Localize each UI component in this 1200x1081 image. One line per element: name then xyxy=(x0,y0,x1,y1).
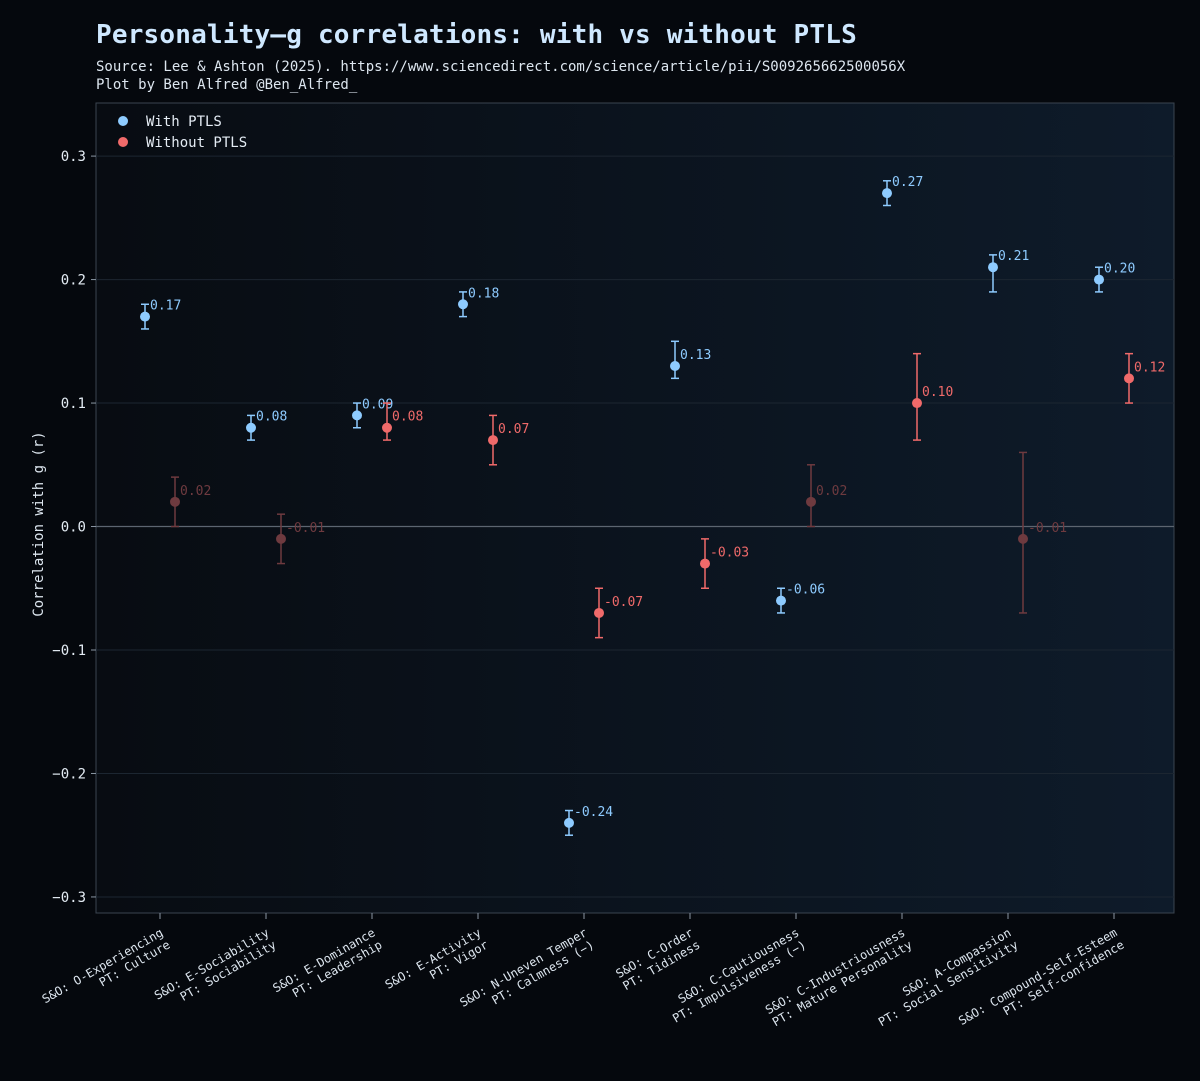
data-label: 0.10 xyxy=(922,385,953,400)
data-point xyxy=(488,435,498,446)
data-label: 0.09 xyxy=(362,397,393,412)
with-ptls-point-group: 0.13 xyxy=(670,340,711,380)
data-label: 0.08 xyxy=(256,410,287,425)
y-tick-label: 0.0 xyxy=(61,520,86,536)
data-label: -0.07 xyxy=(604,595,643,610)
subtitle-line-source: Source: Lee & Ashton (2025). https://www… xyxy=(96,59,906,75)
data-label: 0.07 xyxy=(498,422,529,437)
y-tick-label: 0.3 xyxy=(61,149,86,165)
data-point xyxy=(806,496,816,507)
data-point xyxy=(776,595,786,606)
without-ptls-point-group: 0.07 xyxy=(488,414,529,466)
y-tick-label: −0.2 xyxy=(52,766,86,782)
x-tick-label: S&O: O-ExperiencingPT: Culture xyxy=(40,925,173,1018)
without-ptls-point-group: -0.03 xyxy=(700,538,749,590)
data-point xyxy=(564,817,574,828)
data-point xyxy=(170,496,180,507)
data-point xyxy=(1018,533,1028,544)
legend-item: With PTLS xyxy=(118,114,222,130)
x-tick-label: S&O: E-DominancePT: Leadership xyxy=(270,925,384,1007)
data-label: -0.01 xyxy=(1028,521,1067,536)
data-label: 0.08 xyxy=(392,410,423,425)
grid-lines xyxy=(96,155,1174,898)
data-point xyxy=(352,410,362,421)
data-point xyxy=(882,188,892,199)
y-tick-label: 0.2 xyxy=(61,273,86,289)
with-ptls-point-group: 0.17 xyxy=(140,299,181,330)
without-ptls-point-group: -0.01 xyxy=(276,513,325,565)
with-ptls-point-group: 0.08 xyxy=(246,410,287,441)
data-label: 0.12 xyxy=(1134,360,1165,375)
without-ptls-point-group: 0.10 xyxy=(912,352,953,441)
data-label: 0.13 xyxy=(680,348,711,363)
data-point xyxy=(700,558,710,569)
with-ptls-point-group: 0.18 xyxy=(458,286,499,318)
data-label: 0.02 xyxy=(180,484,211,499)
with-ptls-point-group: 0.21 xyxy=(988,249,1029,293)
data-label: 0.18 xyxy=(468,286,499,301)
without-ptls-point-group: 0.02 xyxy=(170,476,211,528)
legend-marker xyxy=(118,116,128,126)
data-point xyxy=(276,533,286,544)
data-point xyxy=(912,398,922,409)
legend-label: Without PTLS xyxy=(146,135,247,151)
without-ptls-point-group: 0.08 xyxy=(382,402,423,441)
y-tick-label: −0.3 xyxy=(52,890,86,906)
y-axis-label: Correlation with g (r) xyxy=(31,431,47,616)
with-ptls-point-group: -0.06 xyxy=(776,583,825,614)
data-label: -0.01 xyxy=(286,521,325,536)
with-ptls-point-group: 0.27 xyxy=(882,175,923,207)
y-tick-label: 0.1 xyxy=(61,396,86,412)
legend: With PTLS Without PTLS xyxy=(118,114,247,151)
y-tick-label: −0.1 xyxy=(52,643,86,659)
data-point xyxy=(140,311,150,322)
x-tick-label: S&O: E-SociabilityPT: Sociability xyxy=(152,925,279,1014)
data-label: -0.03 xyxy=(710,546,749,561)
y-axis: −0.3 −0.2 −0.1 0.0 0.1 0.2 0.3 xyxy=(52,149,96,906)
legend-item: Without PTLS xyxy=(118,135,247,151)
data-label: 0.21 xyxy=(998,249,1029,264)
data-point xyxy=(382,422,392,433)
data-label: -0.24 xyxy=(574,805,613,820)
without-ptls-point-group: 0.02 xyxy=(806,464,847,528)
with-ptls-point-group: 0.09 xyxy=(352,397,393,429)
chart-title: Personality–g correlations: with vs with… xyxy=(96,20,857,50)
subtitle-line-credit: Plot by Ben Alfred @Ben_Alfred_ xyxy=(96,77,358,93)
data-point xyxy=(988,262,998,273)
with-ptls-point-group: -0.24 xyxy=(564,805,613,836)
with-ptls-point-group: 0.20 xyxy=(1094,262,1135,293)
data-point xyxy=(246,422,256,433)
data-point xyxy=(1124,373,1134,384)
without-ptls-point-group: 0.12 xyxy=(1124,352,1165,404)
data-label: -0.06 xyxy=(786,583,825,598)
without-ptls-point-group: -0.07 xyxy=(594,587,643,639)
data-marks: 0.170.080.090.18-0.240.13-0.060.270.210.… xyxy=(140,175,1165,836)
plot-area xyxy=(95,102,1175,914)
data-label: 0.17 xyxy=(150,299,181,314)
legend-label: With PTLS xyxy=(146,114,222,130)
legend-marker xyxy=(118,137,128,147)
data-point xyxy=(594,607,604,618)
chart-subtitle: Source: Lee & Ashton (2025). https://www… xyxy=(96,58,905,94)
data-point xyxy=(458,299,468,310)
x-tick-label: S&O: C-OrderPT: Tidiness xyxy=(613,925,702,993)
data-point xyxy=(670,361,680,372)
data-label: 0.20 xyxy=(1104,262,1135,277)
data-point xyxy=(1094,274,1104,285)
data-label: 0.02 xyxy=(816,484,847,499)
data-label: 0.27 xyxy=(892,175,923,190)
without-ptls-point-group: -0.01 xyxy=(1018,451,1067,614)
x-tick-label-line: S&O: O-Experiencing xyxy=(40,925,166,1006)
